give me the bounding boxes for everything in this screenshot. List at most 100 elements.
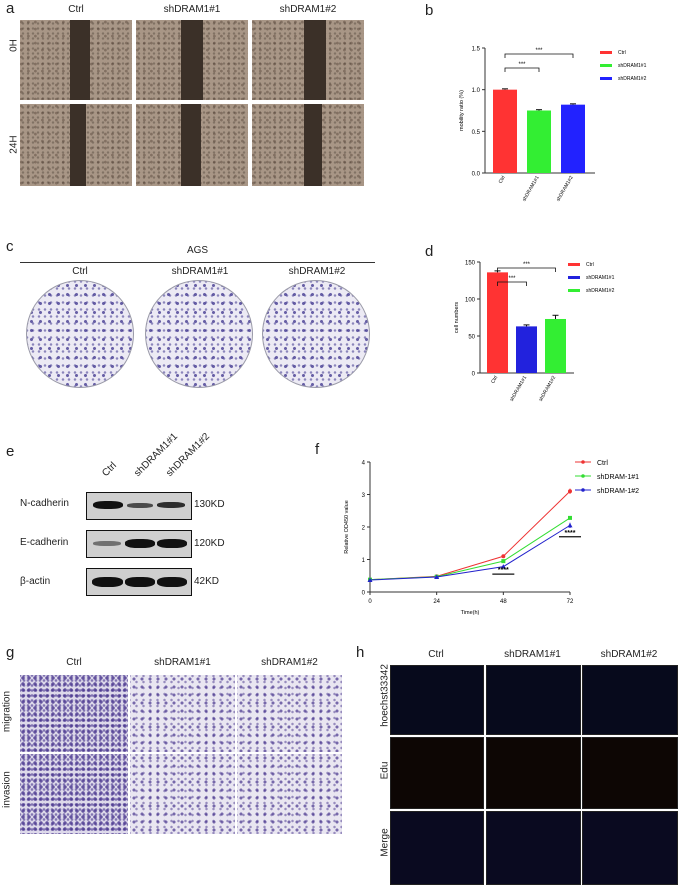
scratch-image-ctrl-24h [20,104,132,186]
panel-label-h: h [356,644,365,661]
bar-shdram1-2 [561,104,585,173]
x-tick-label: shDRAM1#1 [509,375,528,403]
fluorescence-image-shdram1-1-edu [486,737,581,809]
bar-shdram1-1 [527,110,551,173]
significance-bracket [497,281,527,286]
data-point [500,564,506,569]
size-marker-120kd: 120KD [194,538,225,549]
protein-label-n-cadherin: N-cadherin [20,498,69,509]
legend-label: Ctrl [618,50,626,56]
y-tick-label: 0 [472,372,476,378]
lane-label-ctrl: Ctrl [100,460,120,479]
column-label-shdram1-2: shDRAM1#2 [600,649,658,660]
fluorescence-image-shdram1-1-hoechst [486,665,581,735]
x-tick-label: shDRAM1#2 [555,175,574,203]
row-label-migration: migration [1,690,13,733]
panel-label-b: b [425,2,434,19]
y-tick-label: 1.5 [472,47,481,53]
x-tick-label: Ctrl [490,375,499,385]
y-tick-label: 0.5 [472,130,481,136]
scratch-image-shdram1-1-24h [136,104,248,186]
panel-label-f: f [315,441,320,458]
legend-label: shDRAM1#1 [586,275,615,281]
fluorescence-image-shdram1-2-merge [582,811,678,885]
y-tick-label: 1.0 [472,88,481,94]
y-tick-label: 0 [362,591,366,597]
legend-marker [581,488,585,492]
column-label-shdram1-1: shDRAM1#1 [163,4,221,15]
scratch-image-ctrl-0h [20,20,132,100]
significance-bracket [504,67,540,72]
series-line-1 [369,517,571,581]
significance-stars: *** [518,62,526,68]
row-label-0h: 0H [8,39,20,52]
blot-n-cadherin [86,492,192,520]
legend-swatch [568,289,580,292]
data-point [501,559,506,564]
significance-bracket [497,267,556,272]
legend-label: shDRAM1#2 [618,76,647,82]
scratch-image-shdram1-2-24h [252,104,364,186]
y-tick-label: 4 [362,461,366,467]
transwell-image-shdram1-1-invasion [130,754,235,834]
legend-marker [581,474,585,478]
y-tick-label: 50 [468,335,475,341]
column-label-shdram1-1: shDRAM1#1 [154,657,211,668]
column-label-ctrl: Ctrl [428,649,444,660]
y-tick-label: 2 [362,526,366,532]
bar-ctrl [487,272,508,373]
legend-label: Ctrl [597,460,608,467]
series-line-2 [369,524,571,581]
significance-stars: **** [498,567,509,574]
colony-dish-shdram1-1 [145,280,253,388]
scratch-image-shdram1-1-0h [136,20,248,100]
colony-dish-shdram1-2 [262,280,370,388]
significance-stars: *** [535,48,543,54]
blot-e-cadherin [86,530,192,558]
data-point [567,522,573,528]
column-label-ctrl: Ctrl [66,657,82,668]
legend-label: shDRAM1#1 [618,63,647,69]
y-axis-label: mobility ratio (%) [459,90,465,131]
bar-shdram1-1 [516,326,537,373]
column-label-shdram1-2: shDRAM1#2 [279,4,337,15]
data-point [367,577,373,582]
y-tick-label: 150 [465,261,476,267]
transwell-image-ctrl-invasion [20,754,128,834]
significance-stars: **** [565,530,576,537]
row-label-invasion: invasion [1,771,13,808]
x-tick-label: 48 [500,599,507,605]
fluorescence-image-ctrl-merge [390,811,484,885]
row-label-edu: Edu [379,761,391,780]
x-tick-label: shDRAM1#1 [521,175,540,203]
transwell-image-shdram1-1-migration [130,675,235,752]
protein-label-beta-actin: β-actin [20,576,51,587]
data-point [501,554,506,559]
x-tick-label: 0 [368,599,372,605]
legend-swatch [600,77,612,80]
legend-swatch [568,276,580,279]
size-marker-42kd: 42KD [194,576,220,587]
legend-label: shDRAM-1#2 [597,488,639,495]
header-rule [20,262,375,263]
panel-label-c: c [6,238,14,255]
bar-chart-d: 0 50 100 150 cell numbers Ctrl shDRAM1#1 shDRAM… [454,261,615,403]
bar-ctrl [493,89,517,173]
y-tick-label: 100 [465,298,476,304]
fluorescence-image-ctrl-edu [390,737,484,809]
series-line-0 [369,490,571,581]
panel-label-d: d [425,243,434,260]
colony-dish-ctrl [26,280,134,388]
column-label-shdram1-2: shDRAM1#2 [261,657,318,668]
transwell-image-ctrl-migration [20,675,128,752]
x-axis-label: Time(h) [461,610,480,616]
column-label-shdram1-1: shDRAM1#1 [171,266,229,277]
bar-chart-b: 0.0 0.5 1.0 1.5 mobility ratio (%) Ctrl shDRAM… [459,47,647,203]
data-point [568,515,572,520]
significance-stars: *** [508,276,516,282]
legend-swatch [600,64,612,67]
transwell-image-shdram1-2-migration [237,675,342,752]
panel-label-a: a [6,0,15,17]
x-tick-label: Ctrl [498,175,507,185]
legend-label: Ctrl [586,262,594,268]
